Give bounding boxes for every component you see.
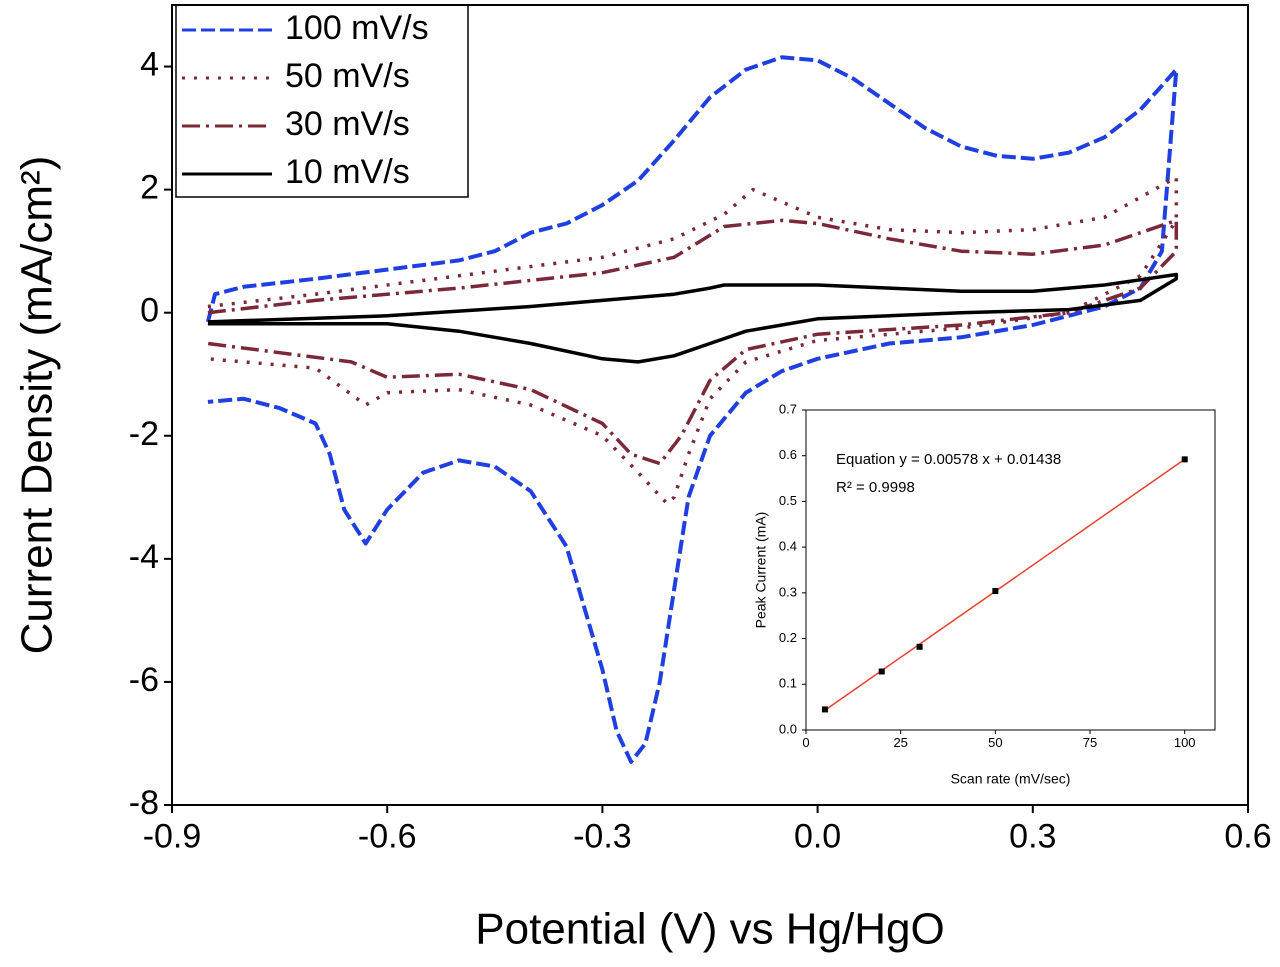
legend-label: 10 mV/s bbox=[285, 153, 410, 191]
y-tick-label: 0 bbox=[140, 292, 159, 330]
y-tick-label: 4 bbox=[140, 46, 159, 84]
x-tick-label: 100 bbox=[1174, 735, 1196, 750]
cv-curve bbox=[207, 218, 1179, 466]
fit-line bbox=[824, 458, 1186, 711]
legend-box bbox=[175, 4, 469, 198]
x-tick-label: 25 bbox=[893, 735, 907, 750]
y-tick-label: 0.6 bbox=[779, 447, 797, 462]
annotation: R² = 0.9998 bbox=[836, 479, 915, 496]
y-tick-label: 0.1 bbox=[779, 676, 797, 691]
y-tick-label: 0.0 bbox=[779, 721, 797, 736]
data-point bbox=[821, 706, 828, 713]
cv-curve bbox=[207, 175, 1179, 506]
annotation: Equation y = 0.00578 x + 0.01438 bbox=[836, 451, 1061, 468]
x-tick-label: -0.9 bbox=[143, 817, 202, 855]
data-point bbox=[916, 643, 923, 650]
plot-frame bbox=[171, 4, 1249, 806]
plot-frame bbox=[805, 409, 1216, 731]
y-tick-label: 2 bbox=[140, 169, 159, 207]
y-tick-label: -4 bbox=[129, 538, 159, 576]
x-tick-label: 75 bbox=[1083, 735, 1097, 750]
cv-curve bbox=[205, 55, 1179, 764]
legend-label: 100 mV/s bbox=[285, 9, 429, 47]
y-tick-label: 0.5 bbox=[779, 493, 797, 508]
x-tick-label: 0.6 bbox=[1224, 817, 1271, 855]
data-point bbox=[878, 668, 885, 675]
y-tick-label: 0.4 bbox=[779, 539, 797, 554]
x-axis-label: Scan rate (mV/sec) bbox=[951, 771, 1071, 787]
y-tick-label: -8 bbox=[129, 784, 159, 822]
x-tick-label: 0.3 bbox=[1009, 817, 1056, 855]
x-tick-label: 50 bbox=[988, 735, 1002, 750]
y-tick-label: -2 bbox=[129, 415, 159, 453]
legend-label: 30 mV/s bbox=[285, 105, 410, 143]
cv-curve bbox=[207, 272, 1179, 364]
x-tick-label: 0.0 bbox=[794, 817, 841, 855]
x-axis-label: Potential (V) vs Hg/HgO bbox=[475, 905, 945, 954]
x-tick-label: -0.3 bbox=[573, 817, 632, 855]
data-point bbox=[992, 588, 999, 595]
y-tick-label: 0.7 bbox=[779, 401, 797, 416]
data-point bbox=[1181, 456, 1188, 463]
x-tick-label: 0 bbox=[802, 735, 809, 750]
y-tick-label: -6 bbox=[129, 661, 159, 699]
x-tick-label: -0.6 bbox=[358, 817, 417, 855]
y-axis-label: Peak Current (mA) bbox=[753, 512, 769, 629]
y-axis-label: Current Density (mA/cm²) bbox=[13, 156, 62, 655]
legend-label: 50 mV/s bbox=[285, 57, 410, 95]
y-tick-label: 0.3 bbox=[779, 584, 797, 599]
y-tick-label: 0.2 bbox=[779, 630, 797, 645]
